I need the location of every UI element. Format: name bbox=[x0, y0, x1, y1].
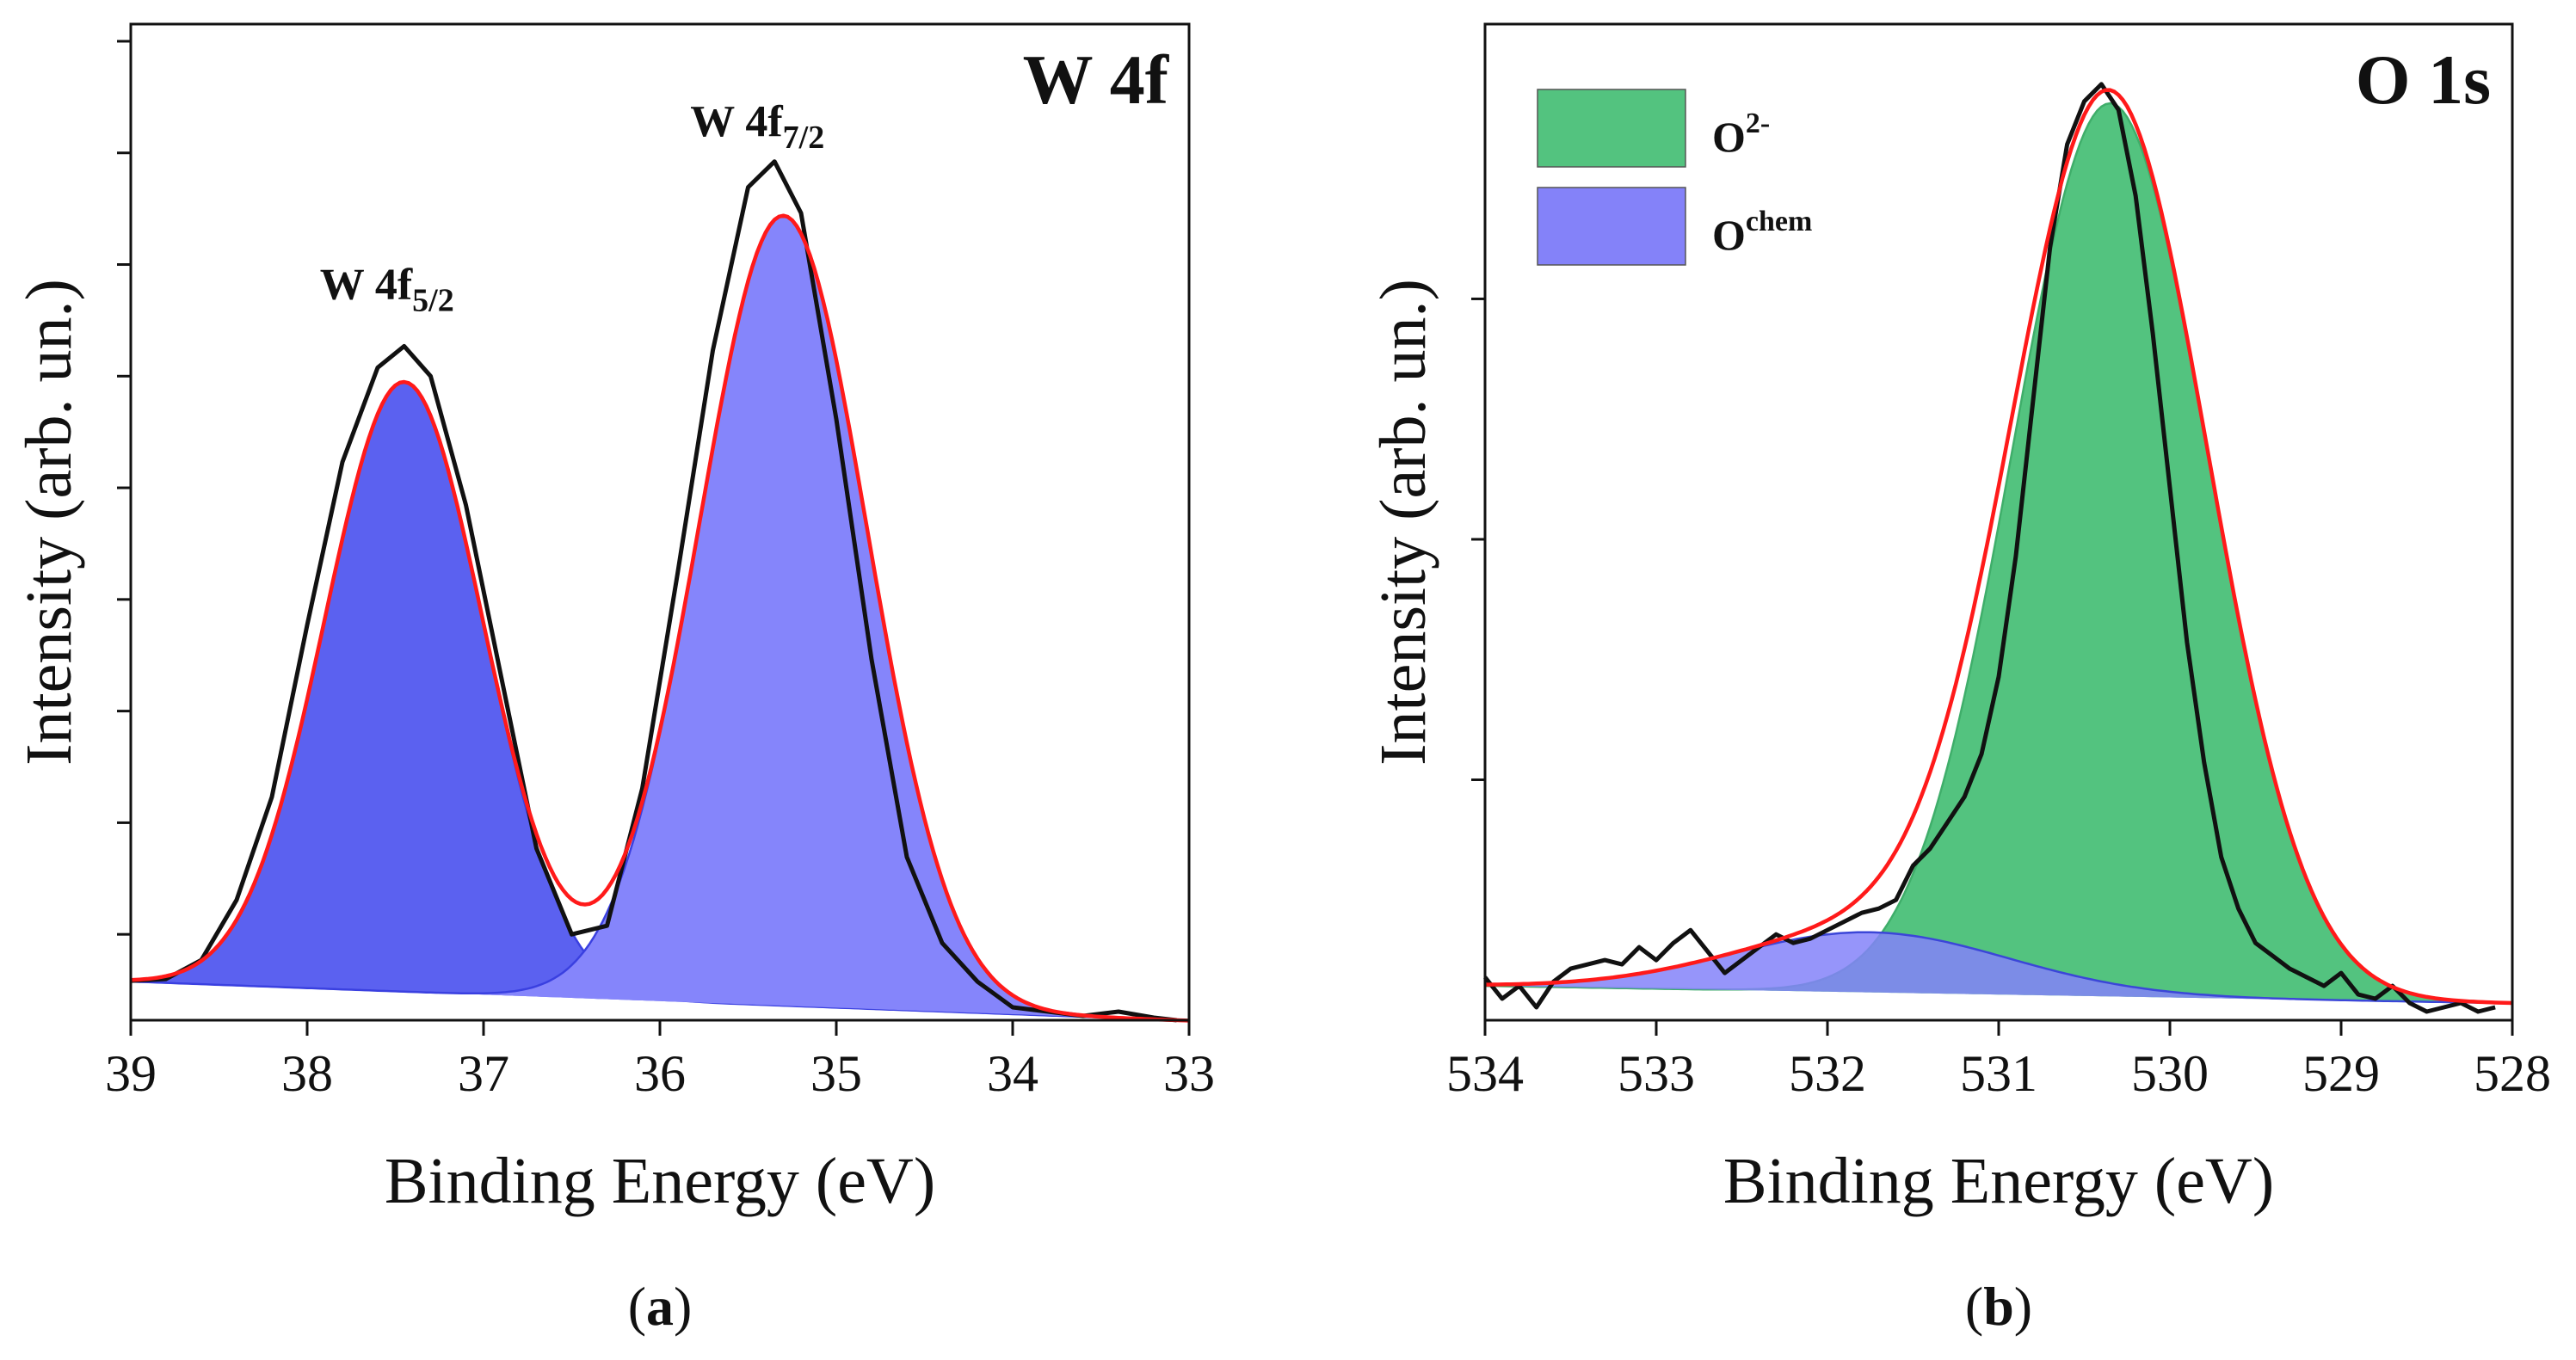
legend-label: Ochem bbox=[1712, 206, 1812, 259]
panel-title: O 1s bbox=[2356, 40, 2491, 119]
x-tick-label: 534 bbox=[1446, 1045, 1524, 1102]
component-fill-ochem bbox=[1485, 932, 2512, 1004]
component-fill-o2 bbox=[1485, 103, 2512, 1004]
peak-label: W 4f7/2 bbox=[690, 97, 824, 156]
peak-labels: W 4f5/2 W 4f7/2 bbox=[320, 97, 824, 319]
x-axis-ticks: 534 533 532 531 530 529 528 bbox=[1446, 1020, 2551, 1102]
panel-caption: (a) bbox=[628, 1276, 693, 1337]
panel-a: 39 38 37 36 35 34 33 W 4f W 4f5/2 W 4f7/2 Bindi… bbox=[13, 22, 1215, 1337]
legend-swatch bbox=[1537, 89, 1686, 168]
x-tick-label: 38 bbox=[281, 1045, 333, 1102]
fit-and-data-lines bbox=[1483, 82, 2513, 1014]
fit-envelope-line bbox=[1485, 88, 2513, 1006]
component-fill-w4f52 bbox=[131, 382, 1189, 1021]
legend-swatch bbox=[1537, 187, 1686, 266]
x-axis-ticks: 39 38 37 36 35 34 33 bbox=[105, 1020, 1215, 1102]
x-tick-label: 531 bbox=[1960, 1045, 2037, 1102]
x-tick-label: 34 bbox=[987, 1045, 1038, 1102]
x-axis-label: Binding Energy (eV) bbox=[1723, 1145, 2274, 1217]
x-tick-label: 33 bbox=[1163, 1045, 1215, 1102]
fit-envelope-line bbox=[130, 213, 1190, 1023]
x-tick-label: 532 bbox=[1789, 1045, 1866, 1102]
fit-and-data-lines bbox=[130, 159, 1190, 1023]
y-axis-ticks bbox=[117, 40, 131, 936]
y-axis-label: Intensity (arb. un.) bbox=[1367, 279, 1439, 766]
measured-data-line bbox=[130, 159, 1177, 1023]
x-tick-label: 39 bbox=[105, 1045, 157, 1102]
legend: O2- Ochem bbox=[1537, 89, 1812, 266]
peak-component-fills bbox=[130, 214, 1190, 1022]
measured-data-line bbox=[1483, 82, 2496, 1014]
x-tick-label: 37 bbox=[458, 1045, 509, 1102]
x-axis-label: Binding Energy (eV) bbox=[385, 1145, 935, 1217]
peak-label: W 4f5/2 bbox=[320, 260, 454, 318]
y-axis-ticks bbox=[1471, 297, 1485, 781]
panel-title: W 4f bbox=[1023, 40, 1170, 119]
x-tick-label: 36 bbox=[634, 1045, 686, 1102]
x-tick-label: 530 bbox=[2131, 1045, 2209, 1102]
panel-caption: (b) bbox=[1965, 1276, 2032, 1337]
x-tick-label: 35 bbox=[810, 1045, 862, 1102]
legend-label: O2- bbox=[1712, 108, 1770, 161]
y-axis-label: Intensity (arb. un.) bbox=[13, 279, 85, 766]
x-tick-label: 529 bbox=[2302, 1045, 2380, 1102]
x-tick-label: 528 bbox=[2474, 1045, 2551, 1102]
x-tick-label: 533 bbox=[1618, 1045, 1695, 1102]
panel-b: 534 533 532 531 530 529 528 O 1s O2- Ochem Bind… bbox=[1367, 22, 2551, 1337]
